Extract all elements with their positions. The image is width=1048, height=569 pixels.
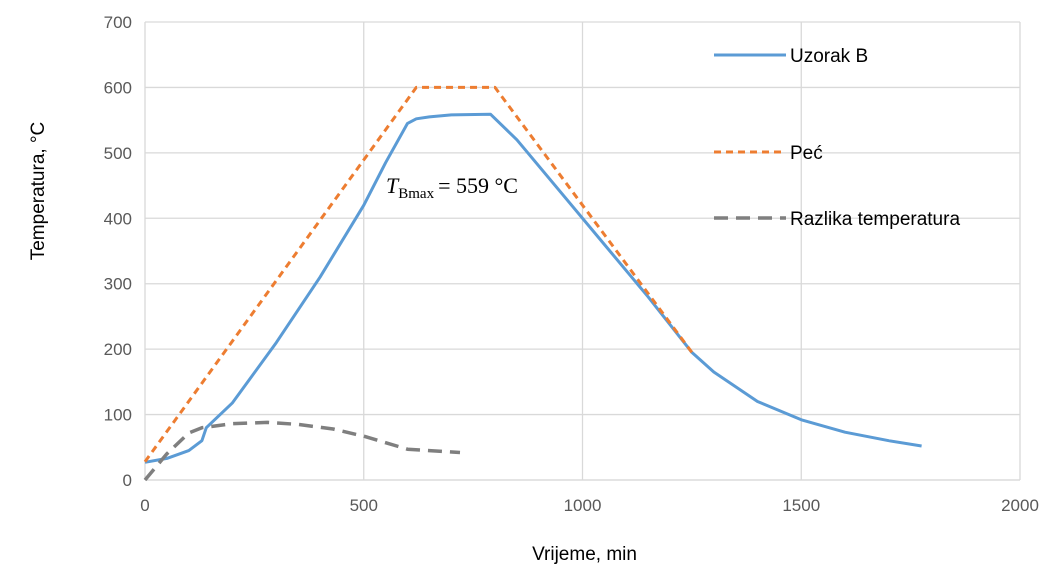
series-line-2 bbox=[143, 85, 694, 463]
annotation-tbmax: TBmax = 559 °C bbox=[386, 173, 518, 202]
legend-label: Razlika temperatura bbox=[790, 209, 960, 230]
x-tick-label: 2000 bbox=[1001, 496, 1039, 515]
y-tick-label: 600 bbox=[104, 78, 132, 97]
x-axis-label: Vrijeme, min bbox=[532, 544, 637, 565]
y-axis-label: Temperatura, °C bbox=[28, 122, 49, 261]
legend-label: Peć bbox=[790, 143, 823, 164]
series-line-1 bbox=[144, 112, 922, 464]
annotation-symbol: T bbox=[386, 173, 400, 198]
legend-label: Uzorak B bbox=[790, 46, 868, 67]
annotation-subscript: Bmax bbox=[398, 186, 434, 202]
x-tick-label: 500 bbox=[350, 496, 378, 515]
series-lines bbox=[143, 85, 922, 482]
annotation-value: = 559 °C bbox=[438, 173, 518, 198]
grid bbox=[144, 21, 1021, 481]
x-tick-label: 0 bbox=[140, 496, 149, 515]
y-tick-label: 0 bbox=[123, 471, 132, 490]
legend: Uzorak B Peć Razlika temperatura bbox=[714, 46, 960, 230]
y-tick-label: 500 bbox=[104, 144, 132, 163]
y-tick-label: 400 bbox=[104, 209, 132, 228]
series-line-3 bbox=[143, 420, 461, 482]
y-tick-label: 300 bbox=[104, 275, 132, 294]
x-tick-label: 1500 bbox=[782, 496, 820, 515]
y-tick-label: 100 bbox=[104, 406, 132, 425]
y-tick-label: 200 bbox=[104, 340, 132, 359]
y-tick-label: 700 bbox=[104, 13, 132, 32]
x-tick-label: 1000 bbox=[564, 496, 602, 515]
axes: 0 100 200 300 400 500 600 700 0 500 1000 1500 2000 bbox=[104, 13, 1039, 515]
